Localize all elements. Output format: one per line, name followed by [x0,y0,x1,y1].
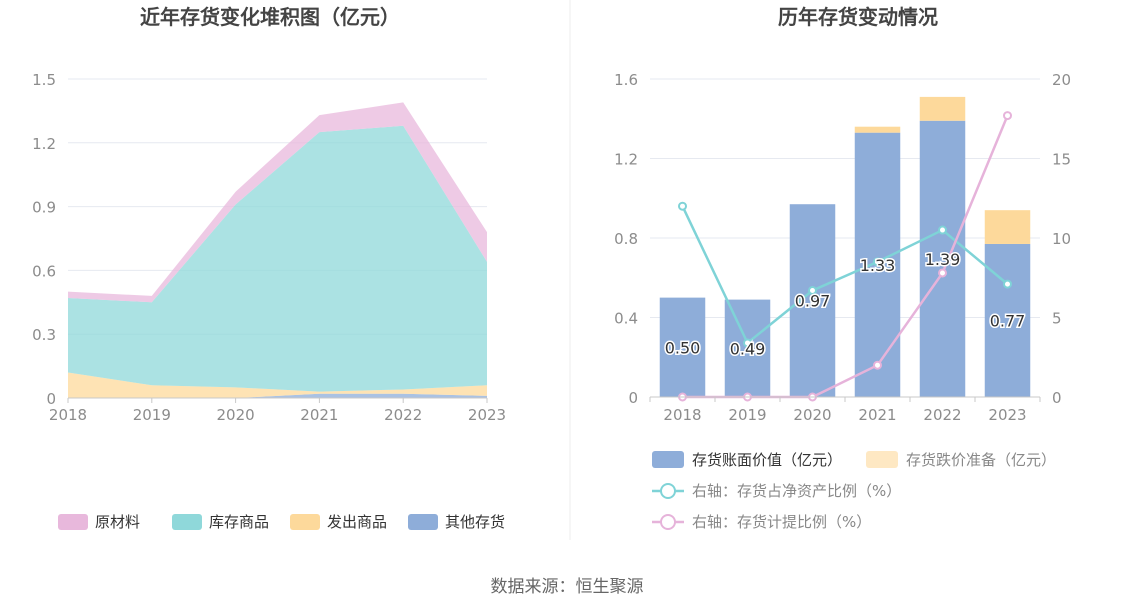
inventory-change-bar-chart: 历年存货变动情况 0.50 0.49 0.97 1.33 1.39 0.77 0 0.4 0.… [614,5,1071,531]
right-legend-swatch-impairment [866,451,898,468]
data-source-note: 数据来源：恒生聚源 [491,577,644,597]
right-chart-title: 历年存货变动情况 [778,5,938,29]
left-y-tick-label: 0 [46,390,56,408]
line-point-2 [678,201,687,211]
right-gridlines [650,78,1040,398]
left-chart-title: 近年存货变化堆积图（亿元） [140,5,400,29]
left-x-tick-label: 2022 [384,406,422,424]
right-y2-tick-label: 15 [1052,151,1071,169]
left-area-series [68,102,487,398]
bar-data-label: 0.50 [665,338,701,357]
line-point-2 [1003,279,1012,289]
left-legend-label: 发出商品 [327,513,387,531]
right-y2-tick-label: 10 [1052,230,1071,248]
left-legend[interactable]: 原材料 库存商品 发出商品 其他存货 [58,513,505,531]
left-legend-label: 库存商品 [209,513,269,531]
bar-data-label: 0.49 [730,339,766,358]
left-legend-swatch [408,514,438,530]
left-y-tick-label: 0.3 [32,326,56,344]
right-legend-label: 存货账面价值（亿元） [692,451,842,469]
right-x-tick-label: 2018 [663,406,701,424]
left-area-2 [68,125,487,392]
left-area-0 [68,393,487,398]
book-value-bar [789,204,836,397]
right-legend-label: 右轴：存货占净资产比例（%） [692,482,901,500]
right-x-tick-label: 2020 [793,406,831,424]
left-legend-swatch [58,514,88,530]
book-value-bar [984,243,1031,397]
left-x-tick-label: 2023 [468,406,506,424]
right-legend-swatch-book-value [652,451,684,468]
left-y-tick-label: 0.9 [32,199,56,217]
inventory-stacked-area-chart: 近年存货变化堆积图（亿元） 0 0.3 0.6 0.9 1.2 1.5 2018 2019 20… [32,5,506,531]
left-x-tick-label: 2020 [217,406,255,424]
left-legend-label: 其他存货 [445,513,505,531]
bar-data-label: 1.33 [860,256,896,275]
line-series-2 [681,205,1009,345]
right-y2-tick-label: 20 [1052,71,1071,89]
right-y-tick-label: 1.6 [614,71,638,89]
right-y-tick-label: 0 [628,389,638,407]
impairment-bar [919,96,966,121]
right-y2-tick-label: 5 [1052,310,1062,328]
line-point-3 [873,360,882,370]
right-x-tick-label: 2022 [923,406,961,424]
left-y-tick-label: 1.5 [32,71,56,89]
bar-data-label: 0.97 [795,292,831,311]
right-bar-series [659,96,1031,398]
right-legend-label: 存货跌价准备（亿元） [906,451,1056,469]
left-legend-swatch [290,514,320,530]
left-x-tick-label: 2021 [300,406,338,424]
bar-data-label: 0.77 [990,311,1026,330]
left-x-tick-label: 2018 [49,406,87,424]
right-data-labels: 0.50 0.49 0.97 1.33 1.39 0.77 [663,248,1027,359]
right-x-tick-label: 2021 [858,406,896,424]
right-legend-marker [660,483,676,499]
impairment-bar [854,126,901,133]
right-x-tick-label: 2019 [728,406,766,424]
right-y-tick-label: 0.8 [614,230,638,248]
right-x-tick-label: 2023 [988,406,1026,424]
left-axes: 0 0.3 0.6 0.9 1.2 1.5 2018 2019 2020 2021 2022 2023 [32,71,506,424]
right-y-tick-label: 1.2 [614,151,638,169]
right-legend-marker [660,514,676,530]
line-point-2 [938,225,947,235]
line-point-2 [873,257,882,267]
left-legend-label: 原材料 [95,513,140,531]
impairment-bar [984,210,1031,244]
book-value-bar [659,297,706,397]
line-point-3 [1003,111,1012,121]
line-point-3 [938,268,947,278]
right-axes: 0 0.4 0.8 1.2 1.6 0 5 10 15 20 2018 2019 2020 2021 202… [614,71,1071,424]
left-x-tick-label: 2019 [133,406,171,424]
left-area-1 [68,372,487,398]
right-legend-label: 右轴：存货计提比例（%） [692,513,871,531]
line-point-2 [743,338,752,348]
left-y-tick-label: 0.6 [32,262,56,280]
left-y-tick-label: 1.2 [32,135,56,153]
line-point-2 [808,285,817,295]
right-y-tick-label: 0.4 [614,310,638,328]
right-y2-tick-label: 0 [1052,389,1062,407]
book-value-bar [724,299,771,397]
right-legend[interactable]: 存货账面价值（亿元） 存货跌价准备（亿元） 右轴：存货占净资产比例（%） 右轴：存货计… [652,451,1056,531]
book-value-bar [919,120,966,398]
left-legend-swatch [172,514,202,530]
bar-data-label: 1.39 [925,250,961,269]
